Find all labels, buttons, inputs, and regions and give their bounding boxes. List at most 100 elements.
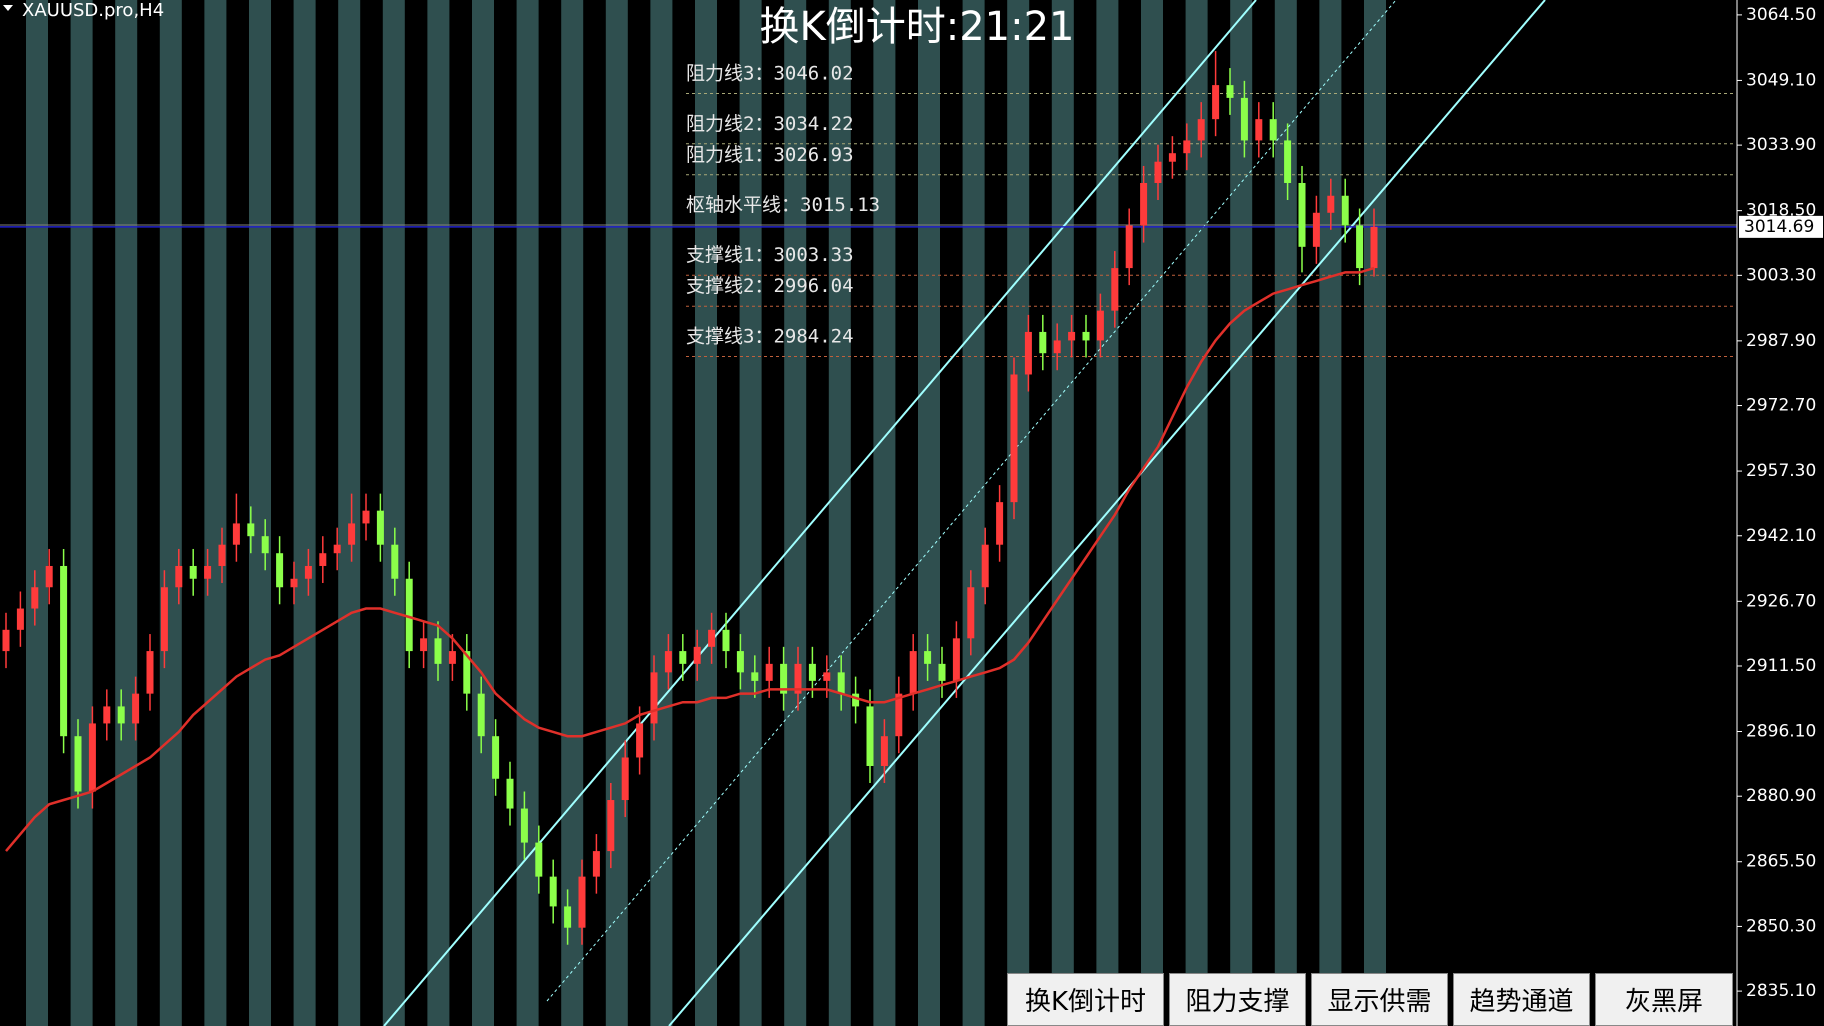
- level-value: 2996.04: [773, 275, 853, 297]
- bg-stripe: [204, 0, 227, 1026]
- level-label: 阻力线3：: [686, 62, 773, 84]
- channel-mid-line: [546, 0, 1397, 1002]
- bg-stripe: [650, 0, 673, 1026]
- candle-body: [1111, 268, 1119, 311]
- moving-average: [5, 266, 1375, 852]
- candle-body: [952, 638, 960, 681]
- candle-body: [1212, 85, 1220, 120]
- candle-body: [204, 565, 212, 579]
- candle-body: [880, 736, 888, 766]
- candle-body: [1370, 226, 1378, 269]
- candle-body: [1024, 331, 1032, 375]
- candle-body: [463, 651, 471, 694]
- candle-body: [636, 723, 644, 758]
- toolbar-button[interactable]: 灰黑屏: [1595, 973, 1733, 1026]
- candle-body: [276, 553, 284, 588]
- level-label: 阻力线1：: [686, 143, 773, 165]
- bg-stripe: [70, 0, 93, 1026]
- candle-body: [16, 608, 24, 630]
- y-tick-label: 2926.70: [1746, 591, 1816, 611]
- toolbar-button[interactable]: 趋势通道: [1453, 973, 1590, 1026]
- y-tick-label: 2896.10: [1746, 722, 1816, 742]
- level-label: 支撑线3：: [686, 325, 773, 347]
- candle-body: [1327, 195, 1335, 213]
- bg-stripe: [516, 0, 539, 1026]
- countdown-title: 换K倒计时:21:21: [760, 4, 1075, 50]
- level-value: 3015.13: [800, 193, 880, 215]
- candle-body: [434, 638, 442, 664]
- candle-body: [477, 693, 485, 737]
- bg-stripe: [962, 0, 985, 1026]
- candle-body: [1154, 161, 1162, 183]
- bg-stripe: [159, 0, 182, 1026]
- candle-body: [780, 663, 788, 694]
- candle-body: [1284, 140, 1292, 183]
- candle-body: [448, 651, 456, 664]
- candle-body: [160, 587, 168, 652]
- bg-stripe: [472, 0, 494, 1026]
- level-text: 阻力线2：3034.22: [686, 112, 854, 134]
- candle-body: [189, 565, 197, 579]
- y-tick-label: 3049.10: [1746, 70, 1816, 90]
- candle-body: [247, 523, 255, 537]
- bg-stripe: [1185, 0, 1208, 1026]
- candle-body: [895, 693, 903, 737]
- candle-body: [823, 672, 831, 681]
- candle-body: [405, 578, 413, 652]
- candle-body: [348, 523, 356, 545]
- toolbar-button[interactable]: 换K倒计时: [1007, 973, 1164, 1026]
- bg-stripe: [1007, 0, 1030, 1026]
- bg-stripe: [873, 0, 896, 1026]
- toolbar-button[interactable]: 阻力支撑: [1169, 973, 1306, 1026]
- candle-body: [837, 672, 845, 694]
- candle-body: [751, 672, 759, 681]
- candle-body: [74, 736, 82, 792]
- candle-body: [1010, 374, 1018, 503]
- y-tick-label: 2911.50: [1746, 656, 1816, 676]
- bg-stripe: [784, 0, 807, 1026]
- candle-body: [103, 706, 111, 724]
- candle-body: [664, 651, 672, 673]
- candle-body: [1053, 340, 1061, 354]
- candle-body: [1240, 97, 1248, 141]
- y-tick-label: 2850.30: [1746, 916, 1816, 936]
- candle-body: [981, 544, 989, 588]
- level-value: 3046.02: [773, 62, 853, 84]
- candle-body: [132, 693, 140, 724]
- candle-body: [736, 651, 744, 673]
- candle-body: [1125, 225, 1133, 269]
- candle-body: [693, 646, 701, 664]
- level-text: 支撑线3：2984.24: [686, 325, 854, 347]
- level-label: 阻力线2：: [686, 112, 773, 134]
- candle-body: [1183, 140, 1191, 154]
- candle-body: [650, 672, 658, 724]
- candle-body: [290, 578, 298, 588]
- candle-body: [722, 629, 730, 652]
- bg-stripe: [739, 0, 762, 1026]
- bg-stripe: [26, 0, 48, 1026]
- candle-body: [492, 736, 500, 779]
- candle-body: [924, 651, 932, 664]
- y-tick-label: 3018.50: [1746, 201, 1816, 221]
- bg-stripe: [1051, 0, 1074, 1026]
- level-text: 支撑线1：3003.33: [686, 244, 854, 266]
- candle-body: [1168, 153, 1176, 162]
- y-tick-label: 2880.90: [1746, 786, 1816, 806]
- bg-stripe: [828, 0, 851, 1026]
- level-value: 3003.33: [773, 244, 853, 266]
- level-label: 支撑线1：: [686, 244, 773, 266]
- bg-stripe: [695, 0, 717, 1026]
- bg-stripe: [249, 0, 271, 1026]
- candle-body: [420, 638, 428, 652]
- candle-body: [117, 706, 125, 724]
- level-text: 枢轴水平线：3015.13: [686, 193, 880, 215]
- candle-body: [592, 851, 600, 877]
- candle-body: [794, 663, 802, 694]
- candle-body: [938, 663, 946, 681]
- candle-body: [232, 523, 240, 545]
- candle-body: [1096, 310, 1104, 341]
- channel-line: [668, 0, 1546, 1026]
- candle-body: [1298, 182, 1306, 247]
- toolbar-button[interactable]: 显示供需: [1311, 973, 1448, 1026]
